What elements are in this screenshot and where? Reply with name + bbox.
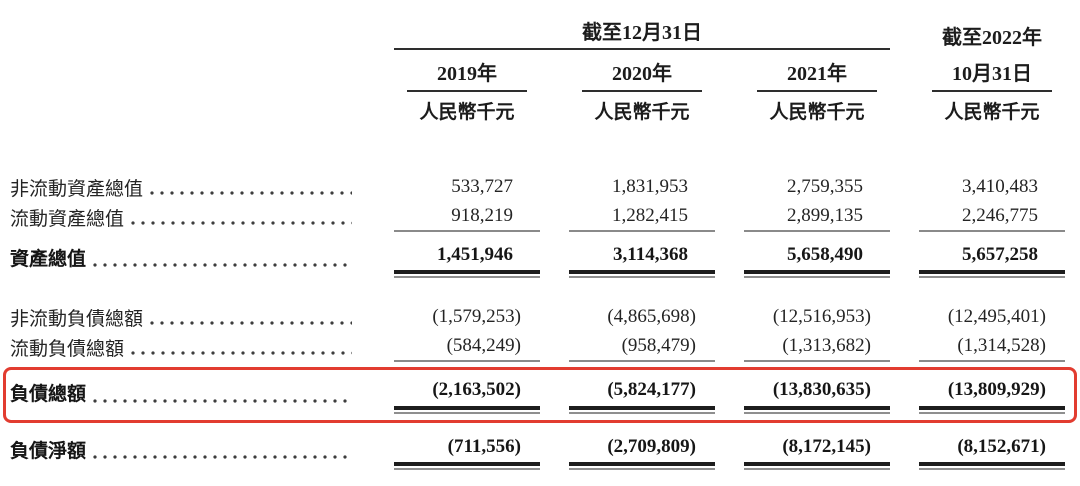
- header-col-2021: 2021年: [744, 57, 890, 92]
- row-label-cell: 流動資產總值: [10, 202, 394, 232]
- dot-leader: [131, 221, 352, 225]
- unit-label: 人民幣千元: [769, 102, 865, 123]
- value-2021: 2,759,355: [787, 176, 863, 197]
- value-2021: 5,658,490: [744, 240, 890, 278]
- row-label: 流動資產總值: [10, 208, 125, 230]
- row-label-cell: 流動負債總額: [10, 332, 394, 362]
- value-2019: 533,727: [451, 176, 513, 197]
- row-label: 資產總值: [10, 248, 87, 270]
- value-2019: 1,451,946: [394, 240, 540, 278]
- unit-label: 人民幣千元: [419, 102, 515, 123]
- value-2019: (711,556): [394, 432, 540, 470]
- value-2022: (8,152,671): [919, 432, 1065, 470]
- value-2022: (12,495,401): [947, 306, 1046, 327]
- value-2019: 918,219: [394, 202, 540, 232]
- dot-leader: [93, 263, 352, 267]
- column-underline: [407, 90, 527, 92]
- row-label-cell: 資產總值: [10, 240, 394, 274]
- row-label: 流動負債總額: [10, 338, 125, 360]
- year-label: 2020年: [612, 63, 672, 85]
- value-2021: (13,830,635): [744, 374, 890, 414]
- value-2021: 2,899,135: [744, 202, 890, 232]
- value-2019: (2,163,502): [394, 374, 540, 414]
- year-label: 2019年: [437, 63, 497, 85]
- column-underline: [932, 90, 1052, 92]
- header-period-row: 截至12月31日 截至2022年: [10, 14, 1065, 50]
- value-2022: (13,809,929): [919, 374, 1065, 414]
- dot-leader: [150, 321, 352, 325]
- value-2020: (2,709,809): [569, 432, 715, 470]
- row-label: 非流動資產總值: [10, 178, 144, 200]
- date-label: 10月31日: [952, 63, 1032, 85]
- header-col-2022-line1: 截至2022年: [942, 27, 1042, 49]
- row-total-assets: 資產總值 1,451,946 3,114,368 5,658,490 5,657…: [10, 240, 1065, 278]
- row-current-liabilities: 流動負債總額 (584,249) (958,479) (1,313,682) (…: [10, 332, 1065, 362]
- value-2022: 2,246,775: [919, 202, 1065, 232]
- row-current-assets: 流動資產總值 918,219 1,282,415 2,899,135 2,246…: [10, 202, 1065, 232]
- value-2020: (4,865,698): [607, 306, 696, 327]
- value-2022: (1,314,528): [919, 332, 1065, 362]
- dot-leader: [150, 191, 352, 195]
- value-2019: (584,249): [394, 332, 540, 362]
- row-label: 非流動負債總額: [10, 308, 144, 330]
- value-2020: (958,479): [569, 332, 715, 362]
- header-col-2019: 2019年: [394, 57, 540, 92]
- value-2022: 5,657,258: [919, 240, 1065, 278]
- value-2021: (8,172,145): [744, 432, 890, 470]
- value-2022: 3,410,483: [962, 176, 1038, 197]
- value-2020: (5,824,177): [569, 374, 715, 414]
- value-2019: (1,579,253): [432, 306, 521, 327]
- dot-leader: [131, 351, 352, 355]
- row-label: 負債淨額: [10, 440, 87, 462]
- row-label-cell: 非流動負債總額: [10, 302, 394, 332]
- row-label: 負債總額: [10, 383, 87, 405]
- column-underline: [582, 90, 702, 92]
- row-total-liabilities: 負債總額 (2,163,502) (5,824,177) (13,830,635…: [3, 367, 1077, 423]
- unit-label: 人民幣千元: [594, 102, 690, 123]
- row-label-cell: 負債總額: [10, 374, 394, 410]
- unit-label: 人民幣千元: [944, 102, 1040, 123]
- header-col-2022-line2: 10月31日: [919, 57, 1065, 92]
- row-label-cell: 非流動資產總值: [10, 172, 394, 202]
- value-2020: 1,831,953: [612, 176, 688, 197]
- value-2020: 1,282,415: [569, 202, 715, 232]
- row-net-liabilities: 負債淨額 (711,556) (2,709,809) (8,172,145) (…: [10, 432, 1065, 470]
- column-underline: [757, 90, 877, 92]
- header-unit-row: 人民幣千元 人民幣千元 人民幣千元 人民幣千元: [10, 92, 1065, 126]
- dot-leader: [93, 399, 352, 403]
- row-non-current-liabilities: 非流動負債總額 (1,579,253) (4,865,698) (12,516,…: [10, 302, 1065, 332]
- year-label: 2021年: [787, 63, 847, 85]
- row-non-current-assets: 非流動資產總值 533,727 1,831,953 2,759,355 3,41…: [10, 172, 1065, 202]
- header-col-2020: 2020年: [569, 57, 715, 92]
- row-label-cell: 負債淨額: [10, 432, 394, 466]
- header-years-row: 2019年 2020年 2021年 10月31日: [10, 50, 1065, 92]
- dot-leader: [93, 455, 352, 459]
- value-2020: 3,114,368: [569, 240, 715, 278]
- value-2021: (12,516,953): [772, 306, 871, 327]
- period-group-header: 截至12月31日: [394, 16, 890, 50]
- value-2021: (1,313,682): [744, 332, 890, 362]
